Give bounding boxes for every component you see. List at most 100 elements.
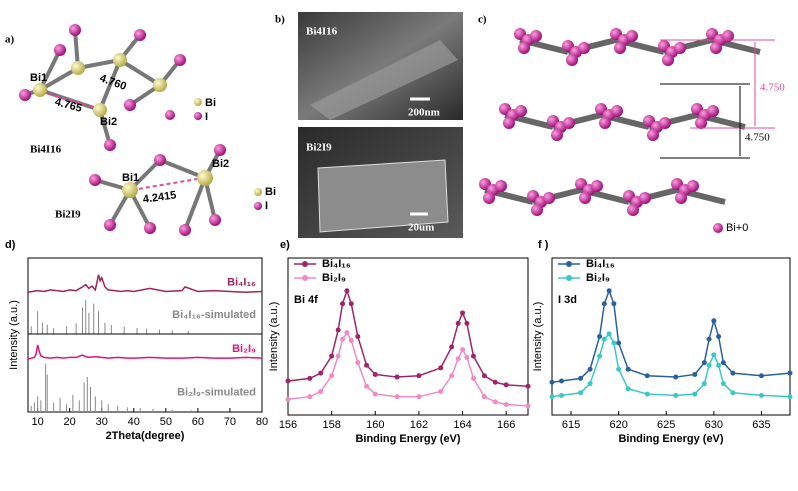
panel-c: c) 4.750 4.750 Bi+0	[478, 14, 785, 234]
panel-label: a)	[5, 34, 15, 46]
series-label: Bi₂I₉-simulated	[177, 386, 256, 398]
atom-label: Bi2	[212, 158, 229, 170]
series-marker	[318, 370, 324, 376]
series-marker	[394, 394, 400, 400]
structure-title: Bi2I9	[55, 209, 81, 221]
bi-atom	[503, 117, 515, 129]
series-marker	[394, 374, 400, 380]
series-label: Bi₄I₁₆-simulated	[172, 309, 256, 321]
bi-atom	[495, 180, 507, 192]
bi-atom	[563, 117, 575, 129]
panel-a: a) Bi1 Bi2 4.765 4.760 Bi I Bi4I16 Bi1 B…	[5, 24, 276, 236]
series-marker	[611, 340, 617, 346]
panel-label: f )	[538, 239, 549, 251]
series-marker	[455, 320, 461, 326]
series-marker	[711, 318, 717, 324]
bi-atom	[662, 54, 674, 66]
x-tick-label: 30	[96, 416, 108, 428]
bi-atom	[707, 105, 719, 117]
x-tick-label: 158	[322, 419, 340, 431]
x-tick-label: 625	[657, 419, 675, 431]
series-marker	[492, 399, 498, 405]
series-marker	[438, 388, 444, 394]
bi-atom	[626, 30, 638, 42]
series-marker	[335, 353, 341, 359]
bi-chains	[479, 28, 761, 216]
series-marker	[611, 301, 617, 307]
series-marker	[597, 353, 603, 359]
scale-bar-label: 20um	[408, 222, 434, 234]
bi-atom	[579, 192, 591, 204]
series-marker	[460, 310, 466, 316]
series-marker	[616, 366, 622, 372]
x-tick-label: 10	[31, 416, 43, 428]
legend-label: Bi₂I₉	[322, 272, 346, 284]
series-marker	[720, 381, 726, 387]
x-tick-label: 615	[562, 419, 580, 431]
series-marker	[492, 379, 498, 385]
legend-label: Bi₄I₁₆	[322, 258, 351, 270]
distance-label: 4.760	[98, 72, 128, 93]
series-marker	[578, 375, 584, 381]
bi-atom	[530, 30, 542, 42]
series-marker	[285, 396, 291, 402]
bi-atom	[566, 54, 578, 66]
legend-label: I	[205, 111, 208, 123]
x-axis-label: 2Theta(degree)	[106, 430, 185, 442]
series-marker	[644, 373, 650, 379]
series-marker	[329, 353, 335, 359]
series-marker	[307, 375, 313, 381]
bi-atom	[675, 192, 687, 204]
series-marker	[787, 394, 793, 400]
bi-atom	[659, 117, 671, 129]
series-line	[27, 274, 263, 293]
series-marker	[701, 381, 707, 387]
y-axis-label: Intensity (a.u.)	[8, 300, 20, 370]
series-marker	[758, 392, 764, 398]
plot-frame	[551, 257, 791, 416]
x-tick-label: 630	[705, 419, 723, 431]
series-marker	[503, 402, 509, 408]
series-marker	[348, 337, 354, 343]
legend-marker	[566, 261, 572, 267]
series-line	[287, 288, 529, 387]
series-marker	[503, 382, 509, 388]
series-marker	[464, 320, 470, 326]
series-marker	[355, 334, 361, 339]
series-marker	[460, 347, 466, 353]
series-marker	[549, 394, 555, 400]
bi-atom	[531, 204, 543, 216]
distance-label: 4.750	[745, 132, 770, 144]
series-marker	[730, 370, 736, 376]
series-marker	[601, 301, 607, 307]
legend-label: Bi	[265, 186, 276, 198]
series-marker	[449, 344, 455, 350]
series-marker	[355, 360, 361, 366]
series-marker	[340, 336, 346, 342]
x-tick-label: 635	[752, 419, 770, 431]
series-marker	[616, 340, 622, 346]
series-marker	[348, 301, 354, 307]
series-marker	[372, 391, 378, 397]
legend-marker	[302, 261, 308, 267]
x-tick-label: 166	[497, 419, 515, 431]
series-marker	[606, 331, 612, 337]
x-tick-label: 164	[453, 419, 471, 431]
series-marker	[720, 360, 726, 366]
series-marker	[716, 334, 722, 339]
legend-label: Bi+0	[726, 222, 748, 234]
x-tick-label: 50	[160, 416, 172, 428]
series-marker	[692, 371, 698, 377]
series-marker	[470, 375, 476, 381]
series-marker	[335, 327, 341, 333]
iodine-atoms	[19, 24, 262, 236]
legend-label: Bi₂I₉	[586, 272, 610, 284]
bi-atom	[599, 117, 611, 129]
series-marker	[318, 388, 324, 394]
distance-label: 4.765	[53, 96, 83, 115]
plot-frame	[27, 257, 263, 335]
series-marker	[601, 336, 607, 342]
bi-atom	[591, 180, 603, 192]
bi-atom	[543, 192, 555, 204]
series-marker	[285, 378, 291, 384]
